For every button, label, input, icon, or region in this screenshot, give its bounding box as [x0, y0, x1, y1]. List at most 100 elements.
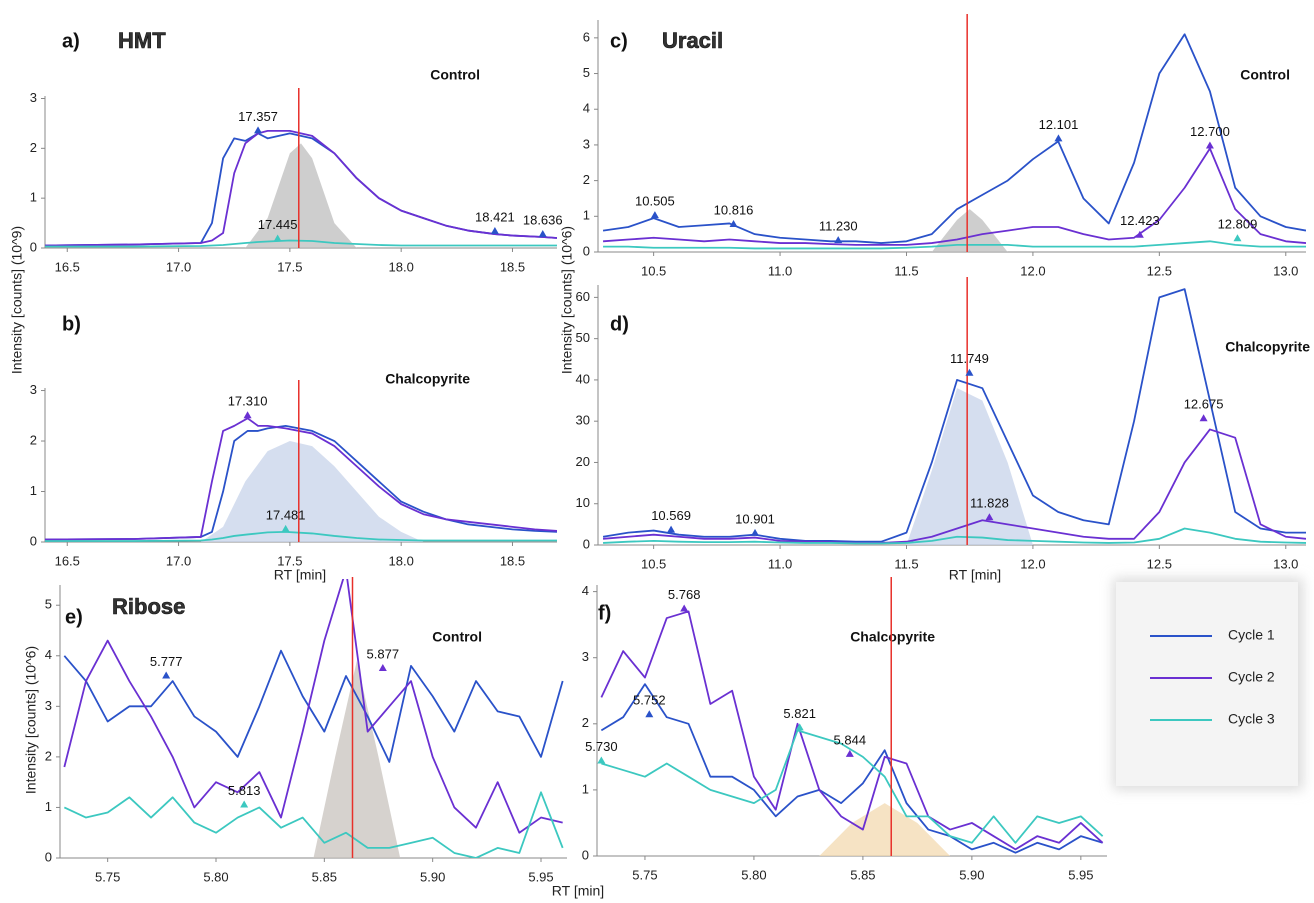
- panel-title: Uracil: [662, 28, 723, 53]
- series-line: [45, 129, 557, 247]
- y-tick-label: 3: [583, 136, 590, 151]
- y-tick-label: 3: [45, 698, 52, 713]
- x-tick-label: 10.5: [641, 556, 666, 571]
- y-axis-label: Intensity [counts] (10^6): [559, 226, 575, 374]
- x-tick-label: 5.80: [203, 869, 228, 884]
- series-line: [45, 417, 557, 541]
- peak-label: 11.749: [950, 351, 989, 366]
- peak-label: 10.816: [714, 202, 754, 217]
- y-tick-label: 3: [30, 382, 37, 397]
- peak-label: 12.101: [1039, 117, 1079, 132]
- panel: a) HMT Control Intensity [counts] (10^9) 0 1 2…: [9, 28, 563, 375]
- series-line: [601, 729, 1104, 844]
- series-line: [602, 288, 1306, 543]
- panel-subtitle: Control: [1240, 67, 1290, 83]
- y-tick-label: 0: [583, 536, 590, 551]
- panel-subtitle: Chalcopyrite: [385, 371, 470, 387]
- series-line: [603, 240, 1306, 250]
- peak-area: [313, 660, 401, 858]
- x-tick-label: 17.0: [166, 259, 191, 274]
- peak-label: 11.230: [819, 219, 858, 234]
- peak-marker: [645, 710, 654, 718]
- y-tick-label: 0: [30, 533, 37, 548]
- y-tick-label: 0: [583, 243, 590, 258]
- y-tick-label: 4: [583, 101, 590, 116]
- peak-label: 18.636: [523, 212, 563, 227]
- x-axis-label: RT [min]: [552, 883, 604, 899]
- y-tick-label: 4: [582, 583, 589, 598]
- peak-marker: [795, 723, 804, 731]
- peak-marker: [1199, 414, 1208, 422]
- panel-subtitle: Control: [432, 629, 482, 645]
- y-tick-label: 6: [583, 29, 590, 44]
- y-tick-label: 40: [576, 371, 590, 386]
- x-tick-label: 13.0: [1273, 556, 1298, 571]
- legend-label: Cycle 3: [1228, 711, 1275, 727]
- y-tick-label: 3: [30, 90, 37, 105]
- panel: c) Uracil Control Intensity [counts] (10^6)…: [559, 14, 1306, 374]
- x-tick-label: 5.95: [528, 869, 553, 884]
- peak-label: 17.310: [228, 394, 268, 409]
- peak-marker: [1205, 141, 1214, 149]
- panel-label: f): [598, 602, 611, 624]
- y-tick-label: 2: [30, 432, 37, 447]
- peak-marker: [538, 230, 547, 238]
- x-tick-label: 11.0: [768, 556, 792, 571]
- peak-marker: [378, 663, 387, 671]
- panel-subtitle: Control: [430, 67, 480, 83]
- y-tick-label: 1: [30, 190, 37, 205]
- peak-marker: [1135, 230, 1144, 238]
- x-tick-label: 5.85: [850, 867, 875, 882]
- x-tick-label: 18.0: [389, 553, 414, 568]
- y-tick-label: 3: [582, 649, 589, 664]
- panel-label: a): [62, 30, 80, 52]
- panel-label: b): [62, 313, 81, 335]
- peak-label: 5.768: [668, 587, 701, 602]
- x-tick-label: 11.5: [894, 556, 918, 571]
- panel: d) Chalcopyrite RT [min] 0 10 20 30 40 50 60 10.5 1…: [576, 277, 1310, 583]
- peak-label: 18.421: [475, 209, 515, 224]
- peak-label: 12.700: [1190, 124, 1230, 139]
- y-tick-label: 0: [45, 849, 52, 864]
- x-tick-label: 11.5: [894, 263, 918, 278]
- series-line: [45, 424, 557, 541]
- peak-area: [819, 803, 951, 856]
- peak-marker: [243, 411, 252, 419]
- peak-label: 17.357: [238, 109, 278, 124]
- panel: f) Chalcopyrite 0 1 2 3 4 5.75 5.80 5.85 5.90 5.95 5…: [582, 577, 1107, 882]
- x-tick-label: 18.5: [500, 553, 525, 568]
- x-tick-label: 12.5: [1147, 263, 1172, 278]
- plot-area: [600, 610, 1104, 856]
- peak-marker: [667, 525, 676, 533]
- y-tick-label: 1: [45, 799, 52, 814]
- y-tick-label: 2: [30, 140, 37, 155]
- panel-label: e): [65, 606, 83, 628]
- peak-area: [245, 143, 357, 248]
- plot-area: [45, 417, 557, 542]
- peak-marker: [597, 756, 606, 764]
- peak-marker: [845, 749, 854, 757]
- peak-label: 5.730: [585, 739, 618, 754]
- peak-label: 5.877: [367, 646, 400, 661]
- peak-marker: [751, 528, 760, 536]
- peak-label: 17.445: [258, 217, 298, 232]
- series-line: [603, 527, 1306, 545]
- peak-label: 5.844: [834, 732, 867, 747]
- peak-label: 5.752: [633, 693, 666, 708]
- peak-label: 10.505: [635, 194, 675, 209]
- legend-label: Cycle 1: [1228, 627, 1275, 643]
- series-line: [600, 683, 1103, 854]
- peak-marker: [834, 236, 843, 244]
- y-tick-label: 20: [576, 454, 590, 469]
- x-tick-label: 17.5: [277, 259, 302, 274]
- peak-marker: [254, 126, 263, 134]
- peak-label: 11.828: [970, 496, 1009, 511]
- y-axis-label: Intensity [counts] (10^9): [9, 226, 25, 374]
- panel-label: d): [610, 313, 629, 335]
- plot-area: [63, 579, 564, 858]
- peak-marker: [273, 234, 282, 242]
- x-tick-label: 5.90: [959, 867, 984, 882]
- y-tick-label: 5: [45, 597, 52, 612]
- peak-label: 5.821: [783, 706, 816, 721]
- peak-marker: [729, 220, 738, 228]
